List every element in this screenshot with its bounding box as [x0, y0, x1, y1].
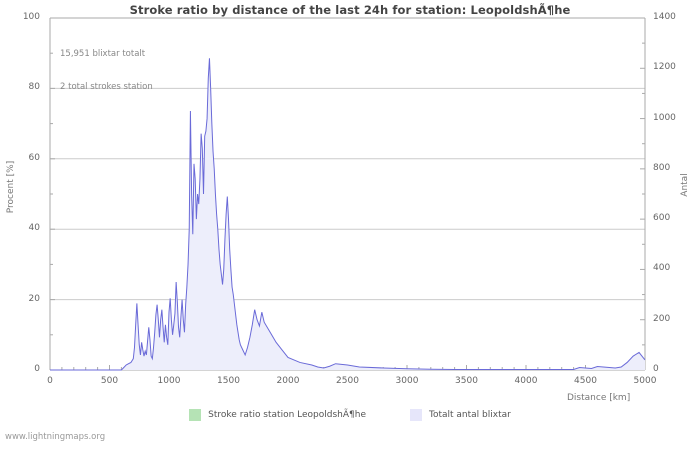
x-tick-1000: 1000 — [157, 376, 181, 386]
legend-item-stroke-ratio: Stroke ratio station LeopoldshÃ¶he — [189, 409, 366, 421]
x-tick-3000: 3000 — [395, 376, 419, 386]
x-tick-2500: 2500 — [336, 376, 359, 386]
y-left-tick-0: 0 — [34, 364, 40, 374]
y-right-tick-1400: 1400 — [653, 12, 676, 22]
y-right-tick-0: 0 — [653, 364, 659, 374]
y-left-tick-100: 100 — [22, 12, 40, 22]
legend-swatch-total-strokes — [410, 409, 422, 421]
y-right-tick-1000: 1000 — [653, 112, 676, 123]
chart-annotation: 15,951 blixtar totalt 2 total strokes st… — [60, 27, 153, 115]
y-left-tick-40: 40 — [28, 223, 40, 234]
x-axis-title: Distance [km] — [567, 393, 631, 403]
page-title: Stroke ratio by distance of the last 24h… — [129, 3, 571, 17]
legend-label-total-strokes: Totalt antal blixtar — [429, 410, 511, 420]
legend-item-total-strokes: Totalt antal blixtar — [410, 409, 511, 421]
x-tick-5000: 5000 — [633, 376, 657, 386]
annotation-station-strokes: 2 total strokes station — [60, 82, 153, 92]
x-tick-1500: 1500 — [217, 376, 240, 386]
annotation-total-strokes: 15,951 blixtar totalt — [60, 49, 146, 59]
site-watermark: www.lightningmaps.org — [5, 432, 106, 442]
y-right-tick-800: 800 — [653, 162, 671, 173]
x-tick-3500: 3500 — [455, 376, 478, 386]
chart-legend: Stroke ratio station LeopoldshÃ¶he Total… — [0, 409, 700, 421]
legend-swatch-stroke-ratio — [189, 409, 202, 421]
y-left-tick-20: 20 — [28, 293, 40, 304]
y-left-tick-80: 80 — [28, 82, 40, 93]
y-right-tick-1200: 1200 — [653, 62, 676, 73]
x-tick-4000: 4000 — [514, 376, 538, 386]
y-left-tick-60: 60 — [28, 152, 40, 163]
y-right-tick-400: 400 — [653, 263, 671, 274]
x-tick-0: 0 — [47, 376, 53, 386]
x-tick-2000: 2000 — [276, 376, 300, 386]
x-tick-500: 500 — [100, 376, 119, 386]
x-tick-4500: 4500 — [574, 376, 597, 386]
y-right-tick-200: 200 — [653, 313, 671, 324]
legend-label-stroke-ratio: Stroke ratio station LeopoldshÃ¶he — [208, 410, 366, 420]
y-right-tick-600: 600 — [653, 213, 671, 224]
